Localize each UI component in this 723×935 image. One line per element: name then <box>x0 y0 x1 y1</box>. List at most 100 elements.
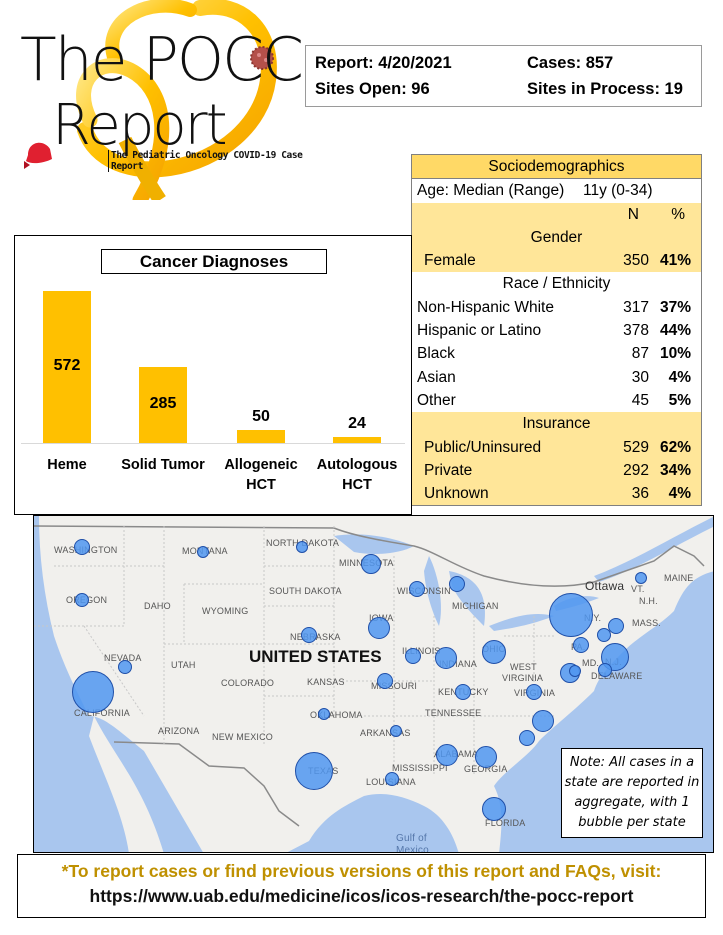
age-value: 11y (0-34) <box>583 182 653 200</box>
state-bubble-ma[interactable] <box>608 618 624 634</box>
row-label: Asian <box>417 368 456 386</box>
state-bubble-or[interactable] <box>75 593 89 607</box>
state-bubble-wa[interactable] <box>74 539 90 555</box>
bar-autologous-hct <box>333 437 381 443</box>
footer-link[interactable]: https://www.uab.edu/medicine/icos/icos-r… <box>89 886 634 906</box>
logo-title: The POCC <box>20 25 304 95</box>
map-place-label: ARKANSAS <box>360 728 411 738</box>
map-place-label: Gulf of <box>396 833 427 844</box>
map-background <box>34 516 713 852</box>
state-bubble-wi[interactable] <box>409 581 425 597</box>
chart-baseline <box>21 443 405 444</box>
report-date: Report: 4/20/2021 <box>315 54 452 72</box>
chart-title: Cancer Diagnoses <box>101 249 327 274</box>
row-pct: 4% <box>668 485 691 503</box>
bar-value-label: 572 <box>53 357 81 374</box>
state-bubble-md2[interactable] <box>569 665 581 677</box>
sociodemographics-title: Sociodemographics <box>412 155 701 180</box>
logo-report: Report <box>52 93 228 158</box>
state-bubble-tx[interactable] <box>295 752 333 790</box>
map-place-label: CALIFORNIA <box>74 708 131 718</box>
state-bubble-ky[interactable] <box>455 684 471 700</box>
map-place-label: VT. <box>631 584 645 594</box>
gender-heading: Gender <box>412 225 701 250</box>
state-bubble-va[interactable] <box>526 684 542 700</box>
state-bubble-ga[interactable] <box>475 746 497 768</box>
map-place-label: INDIANA <box>439 659 477 669</box>
state-bubble-nd[interactable] <box>296 541 308 553</box>
category-label: Autologous HCT <box>316 457 398 493</box>
state-bubble-fl[interactable] <box>482 797 506 821</box>
map-place-label: WEST <box>510 662 537 672</box>
map-place-label: UTAH <box>171 660 196 670</box>
table-row: Public/Uninsured 529 62% <box>412 435 701 459</box>
row-n: 87 <box>631 345 649 363</box>
footer-box: *To report cases or find previous versio… <box>17 854 706 918</box>
cases-count: Cases: 857 <box>527 54 614 72</box>
column-header-row: N % <box>412 202 701 226</box>
col-n: N <box>627 205 639 223</box>
row-n: 378 <box>623 322 649 340</box>
cancer-diagnoses-chart: Cancer Diagnoses 572 Heme 285 Solid Tumor 50… <box>14 235 412 515</box>
state-bubble-mn[interactable] <box>361 554 381 574</box>
state-bubble-ca[interactable] <box>72 671 114 713</box>
map-place-label: Mexico <box>396 845 429 853</box>
state-bubble-al[interactable] <box>436 744 458 766</box>
row-label: Unknown <box>424 485 489 503</box>
bar-value-label: 285 <box>149 395 177 412</box>
virus-icon <box>250 46 274 70</box>
map-place-label: Ottawa <box>585 579 625 593</box>
state-bubble-mi[interactable] <box>449 576 465 592</box>
table-row: Non-Hispanic White 317 37% <box>412 296 701 319</box>
bar-allogeneic-hct <box>237 430 285 443</box>
map-place-label: MICHIGAN <box>452 601 499 611</box>
row-label: Public/Uninsured <box>424 438 542 456</box>
map-place-label: FLORIDA <box>485 818 526 828</box>
category-label: Solid Tumor <box>121 457 205 473</box>
row-n: 36 <box>631 485 649 503</box>
sites-open: Sites Open: 96 <box>315 80 430 98</box>
map-place-label: COLORADO <box>221 678 275 688</box>
map-place-label: MASS. <box>632 618 662 628</box>
row-pct: 62% <box>659 438 691 456</box>
table-row: Other 45 5% <box>412 389 701 412</box>
row-pct: 34% <box>659 461 691 479</box>
bar-value-label: 24 <box>348 415 366 432</box>
red-cap-icon <box>24 142 52 169</box>
state-bubble-ne[interactable] <box>301 627 317 643</box>
state-bubble-oh[interactable] <box>482 640 506 664</box>
row-label: Other <box>417 391 456 409</box>
state-bubble-nc[interactable] <box>532 710 554 732</box>
state-bubble-mo[interactable] <box>377 673 393 689</box>
age-row: Age: Median (Range) 11y (0-34) <box>412 179 701 202</box>
row-n: 529 <box>623 438 649 456</box>
state-bubble-ri[interactable] <box>597 628 611 642</box>
state-bubble-la[interactable] <box>385 772 399 786</box>
map-place-label: N.H. <box>639 596 658 606</box>
map-place-label: MAINE <box>664 573 694 583</box>
report-stats-box: Report: 4/20/2021 Cases: 857 Sites Open:… <box>305 45 702 107</box>
state-bubble-de[interactable] <box>598 663 612 677</box>
race-heading: Race / Ethnicity <box>502 275 611 293</box>
row-pct: 5% <box>668 391 691 409</box>
state-bubble-mt[interactable] <box>197 546 209 558</box>
row-n: 317 <box>623 298 649 316</box>
row-pct: 37% <box>659 298 691 316</box>
state-bubble-ia[interactable] <box>368 617 390 639</box>
pocc-logo: The POCC Report The Pediatric Oncology C… <box>0 0 330 200</box>
state-bubble-il[interactable] <box>405 648 421 664</box>
state-bubble-pa[interactable] <box>573 637 589 653</box>
state-bubble-ok[interactable] <box>318 708 330 720</box>
state-bubble-ar[interactable] <box>390 725 402 737</box>
state-bubble-in[interactable] <box>435 647 457 669</box>
state-bubble-ny[interactable] <box>549 593 593 637</box>
row-n: 45 <box>631 391 649 409</box>
row-n: 30 <box>631 368 649 386</box>
state-bubble-nv[interactable] <box>118 660 132 674</box>
state-bubble-me[interactable] <box>635 572 647 584</box>
row-label: Non-Hispanic White <box>417 298 554 316</box>
state-bubble-sc[interactable] <box>519 730 535 746</box>
logo-subtitle: The Pediatric Oncology COVID-19 Case Rep… <box>108 150 330 172</box>
map-place-label: NEVADA <box>104 653 142 663</box>
map-place-label: KANSAS <box>307 677 345 687</box>
